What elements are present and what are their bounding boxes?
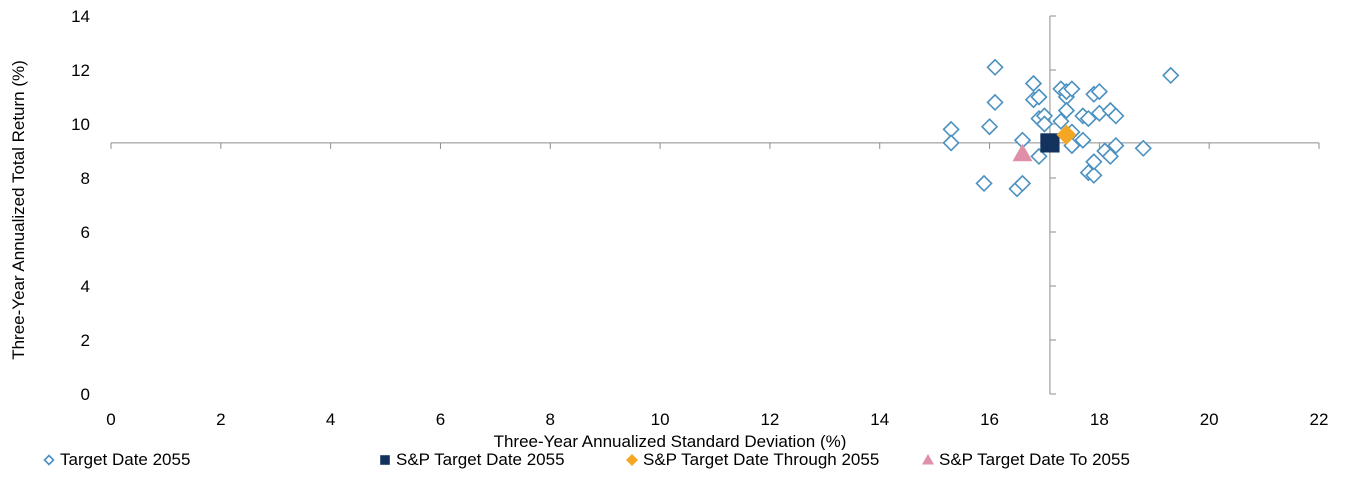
x-tick-label: 4 — [326, 410, 335, 429]
chart-legend: Target Date 2055 S&P Target Date 2055 S&P … — [0, 450, 1345, 476]
legend-swatch — [380, 455, 390, 465]
y-tick-label: 14 — [71, 7, 90, 26]
data-point-open-diamond — [1063, 80, 1081, 98]
data-point-open-diamond — [1101, 147, 1119, 166]
legend-swatch — [626, 454, 638, 466]
x-tick-label: 2 — [216, 410, 225, 429]
x-tick-label: 12 — [760, 410, 779, 429]
legend-item: Target Date 2055 — [42, 450, 190, 470]
data-point-open-diamond — [1085, 166, 1103, 184]
x-tick-label: 16 — [980, 410, 999, 429]
data-point-open-diamond — [1162, 66, 1180, 85]
y-tick-label: 12 — [71, 61, 90, 80]
y-axis-title: Three-Year Annualized Total Return (%) — [9, 60, 28, 360]
data-point-open-diamond — [1090, 82, 1108, 101]
legend-marker-open-diamond — [43, 454, 55, 466]
x-tick-label: 8 — [546, 410, 555, 429]
data-point-open-diamond — [1074, 131, 1092, 149]
y-tick-label: 6 — [81, 223, 90, 242]
x-tick-label: 20 — [1200, 410, 1219, 429]
x-tick-label: 22 — [1310, 410, 1329, 429]
data-point-open-diamond — [986, 58, 1004, 76]
legend-label: Target Date 2055 — [60, 450, 191, 469]
legend-item: S&P Target Date Through 2055 — [625, 450, 879, 470]
data-point-filled-triangle — [1012, 143, 1033, 162]
x-tick-label: 10 — [651, 410, 670, 429]
legend-marker-filled-triangle — [922, 454, 934, 465]
data-point-open-diamond — [1107, 107, 1125, 125]
data-point-open-diamond — [1085, 153, 1103, 171]
data-point-open-diamond — [1024, 74, 1043, 93]
data-point-open-diamond — [1030, 147, 1048, 166]
data-point-open-diamond — [1057, 101, 1076, 120]
legend-label: S&P Target Date 2055 — [396, 450, 565, 469]
chart-plot-area: 0 2 4 6 8 10 12 14 16 18 20 22 0 2 4 6 8 10 12 14 Three-Year… — [9, 7, 1329, 451]
data-point-filled-square — [1040, 133, 1060, 153]
legend-label: S&P Target Date Through 2055 — [643, 450, 880, 469]
y-tick-label: 0 — [81, 385, 90, 404]
legend-swatch — [43, 454, 55, 466]
data-point-open-diamond — [1107, 136, 1125, 155]
data-point-open-diamond — [1134, 139, 1152, 157]
legend-item: S&P Target Date To 2055 — [921, 450, 1130, 470]
x-tick-label: 14 — [870, 410, 889, 429]
data-point-open-diamond — [986, 93, 1004, 112]
y-tick-label: 8 — [81, 169, 90, 188]
data-point-open-diamond — [942, 134, 960, 152]
data-point-open-diamond — [1079, 109, 1098, 128]
data-point-open-diamond — [975, 174, 993, 193]
y-tick-label: 2 — [81, 331, 90, 350]
x-axis-title: Three-Year Annualized Standard Deviation… — [494, 432, 847, 450]
legend-marker-filled-diamond — [626, 454, 638, 466]
data-point-open-diamond — [1035, 115, 1054, 133]
data-point-open-diamond — [980, 118, 999, 136]
y-tick-label: 10 — [71, 115, 90, 134]
data-point-open-diamond — [1013, 174, 1032, 193]
data-point-open-diamond — [1052, 112, 1070, 130]
x-tick-label: 0 — [106, 410, 115, 429]
legend-swatch — [922, 454, 934, 465]
data-point-open-diamond — [1030, 88, 1048, 106]
x-tick-label: 6 — [436, 410, 445, 429]
legend-item: S&P Target Date 2055 — [378, 450, 565, 470]
x-tick-label: 18 — [1090, 410, 1109, 429]
legend-label: S&P Target Date To 2055 — [939, 450, 1130, 469]
y-tick-label: 4 — [81, 277, 90, 296]
data-point-filled-diamond — [1056, 124, 1077, 145]
legend-marker-filled-square — [380, 455, 390, 465]
